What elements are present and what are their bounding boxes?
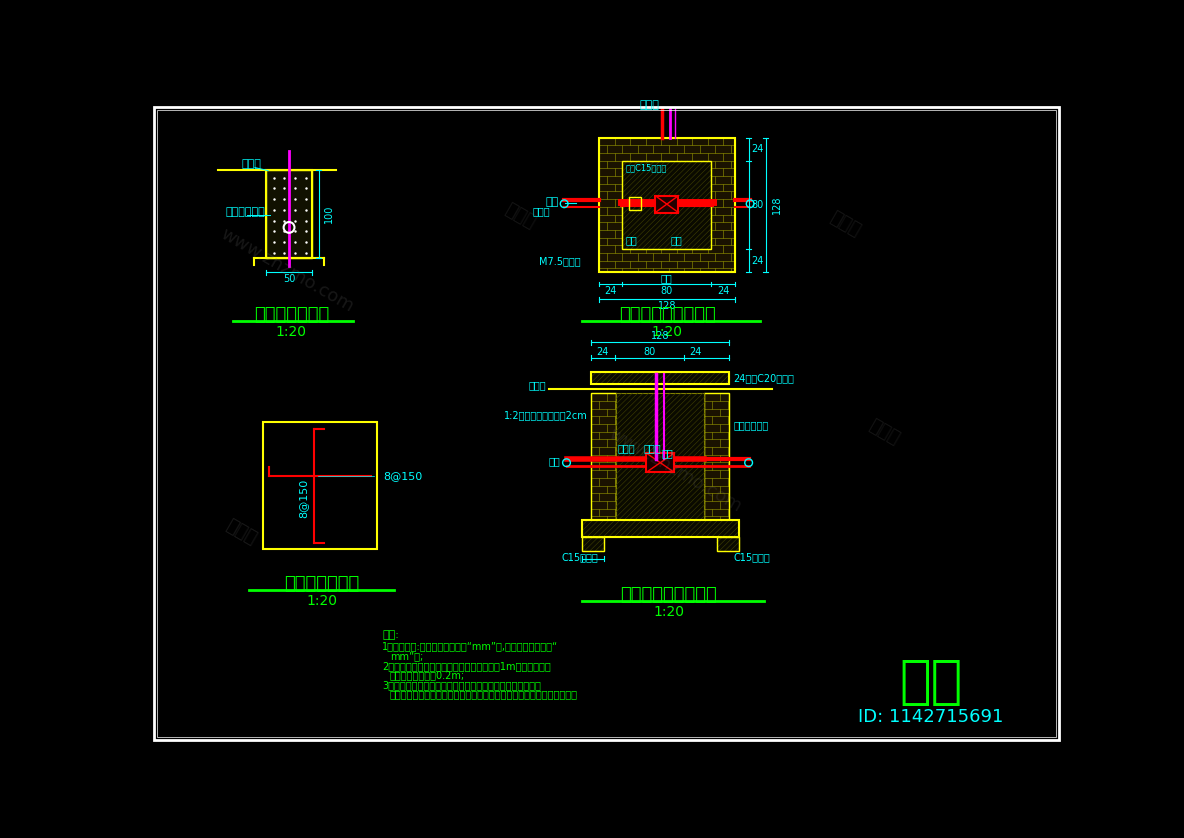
Bar <box>591 371 729 384</box>
Text: 128: 128 <box>772 195 781 215</box>
Text: 1:20: 1:20 <box>651 324 683 339</box>
Text: 128: 128 <box>651 331 669 341</box>
Bar <box>616 393 704 520</box>
Bar <box>591 371 729 384</box>
Bar <box>583 537 604 551</box>
Text: C15砂支墓: C15砂支墓 <box>733 552 770 562</box>
Bar <box>704 393 729 520</box>
Text: www.znzmo.com: www.znzmo.com <box>218 225 358 315</box>
Bar <box>599 137 735 272</box>
Text: 知未网: 知未网 <box>828 208 864 240</box>
Bar <box>716 537 739 551</box>
Bar <box>623 161 712 249</box>
Text: 地面线: 地面线 <box>529 380 546 391</box>
Text: 知末: 知末 <box>899 656 963 708</box>
Text: 文管: 文管 <box>661 273 673 283</box>
Bar <box>623 161 712 249</box>
Text: 地面线: 地面线 <box>242 159 260 169</box>
Bar <box>591 393 616 520</box>
Bar <box>265 170 313 258</box>
Text: mm”计;: mm”计; <box>390 651 423 660</box>
Text: 土方回填压实: 土方回填压实 <box>225 207 265 217</box>
Text: 8@150: 8@150 <box>298 479 309 518</box>
Bar <box>583 520 739 537</box>
Bar <box>583 537 604 551</box>
Text: 甫阀C15砂支墓: 甫阀C15砂支墓 <box>625 163 667 173</box>
Bar <box>629 197 641 210</box>
Text: 24: 24 <box>690 347 702 357</box>
Text: 说明:: 说明: <box>382 630 399 640</box>
Text: ID: 1142715691: ID: 1142715691 <box>858 707 1003 726</box>
Text: 基础的净距不小于0.2m;: 基础的净距不小于0.2m; <box>390 670 465 680</box>
Text: 分干管: 分干管 <box>644 443 662 453</box>
Text: 1、图中尺寸:管径、钉筋规格以“mm”计,其余除注明外均以“: 1、图中尺寸:管径、钉筋规格以“mm”计,其余除注明外均以“ <box>382 642 558 651</box>
Bar <box>583 520 739 537</box>
Text: 主干管: 主干管 <box>532 206 549 216</box>
Bar <box>655 195 678 213</box>
Text: 24: 24 <box>716 286 729 296</box>
Text: 水流: 水流 <box>546 197 559 207</box>
Text: 128: 128 <box>657 301 676 311</box>
Text: 1:20: 1:20 <box>276 324 307 339</box>
Text: 2、管道穿过道路时管顶距路面的距离不小于1m，穿过构筑物: 2、管道穿过道路时管顶距路面的距离不小于1m，穿过构筑物 <box>382 660 551 670</box>
Text: 1:20: 1:20 <box>307 594 337 608</box>
Text: 24: 24 <box>597 347 609 357</box>
Text: 8@150: 8@150 <box>384 471 423 481</box>
Text: 设置闸阀井，管道尾端设置堵头堵水，主干管和分干管末端设置冲洗阀。: 设置闸阀井，管道尾端设置堵头堵水，主干管和分干管末端设置冲洗阀。 <box>390 689 578 699</box>
Text: 80: 80 <box>661 286 673 296</box>
Text: 闸阀: 闸阀 <box>671 235 682 245</box>
Text: 80: 80 <box>643 347 656 357</box>
Text: 闸阀: 闸阀 <box>662 448 674 458</box>
Text: C15砂基础: C15砂基础 <box>561 552 598 562</box>
Text: www.znzmo.com: www.znzmo.com <box>605 425 745 515</box>
Bar <box>704 393 729 520</box>
Bar <box>263 422 378 550</box>
Text: 100: 100 <box>324 205 334 223</box>
Text: 预制盖板配筋图: 预制盖板配筋图 <box>284 575 359 593</box>
Text: 知未网: 知未网 <box>223 516 259 547</box>
Text: 3、管道转弯处、三通位置及变径处均需设置镇墓；每条管道: 3、管道转弯处、三通位置及变径处均需设置镇墓；每条管道 <box>382 680 541 690</box>
Bar <box>646 453 674 473</box>
Text: 1:20: 1:20 <box>654 605 684 618</box>
Text: 24: 24 <box>752 256 764 266</box>
Text: 24: 24 <box>752 144 764 154</box>
Text: 水流: 水流 <box>548 457 560 467</box>
Text: 水泥沙浆填充: 水泥沙浆填充 <box>733 421 768 431</box>
Text: 知未网: 知未网 <box>866 416 902 447</box>
Bar <box>265 170 313 258</box>
Text: 三通: 三通 <box>625 235 637 245</box>
Text: 24预制C20砂盖板: 24预制C20砂盖板 <box>733 373 794 383</box>
Bar <box>716 537 739 551</box>
Text: 主干管: 主干管 <box>618 443 636 453</box>
Text: 分干管: 分干管 <box>639 101 659 110</box>
Text: 24: 24 <box>605 286 617 296</box>
Bar <box>599 137 735 272</box>
Bar <box>591 393 616 520</box>
Text: 50: 50 <box>283 274 295 284</box>
Text: M7.5浆砂砖: M7.5浆砂砖 <box>540 256 581 266</box>
Text: 闸阀井（一）平面图: 闸阀井（一）平面图 <box>619 306 715 323</box>
Text: 闸阀井（一）剖面图: 闸阀井（一）剖面图 <box>620 586 718 604</box>
Text: 知未网: 知未网 <box>502 200 539 232</box>
Text: 1:2水泥沙浆抒面，厚2cm: 1:2水泥沙浆抒面，厚2cm <box>503 410 587 420</box>
Text: 80: 80 <box>752 200 764 210</box>
Text: 管道开挖断面图: 管道开挖断面图 <box>253 306 329 323</box>
